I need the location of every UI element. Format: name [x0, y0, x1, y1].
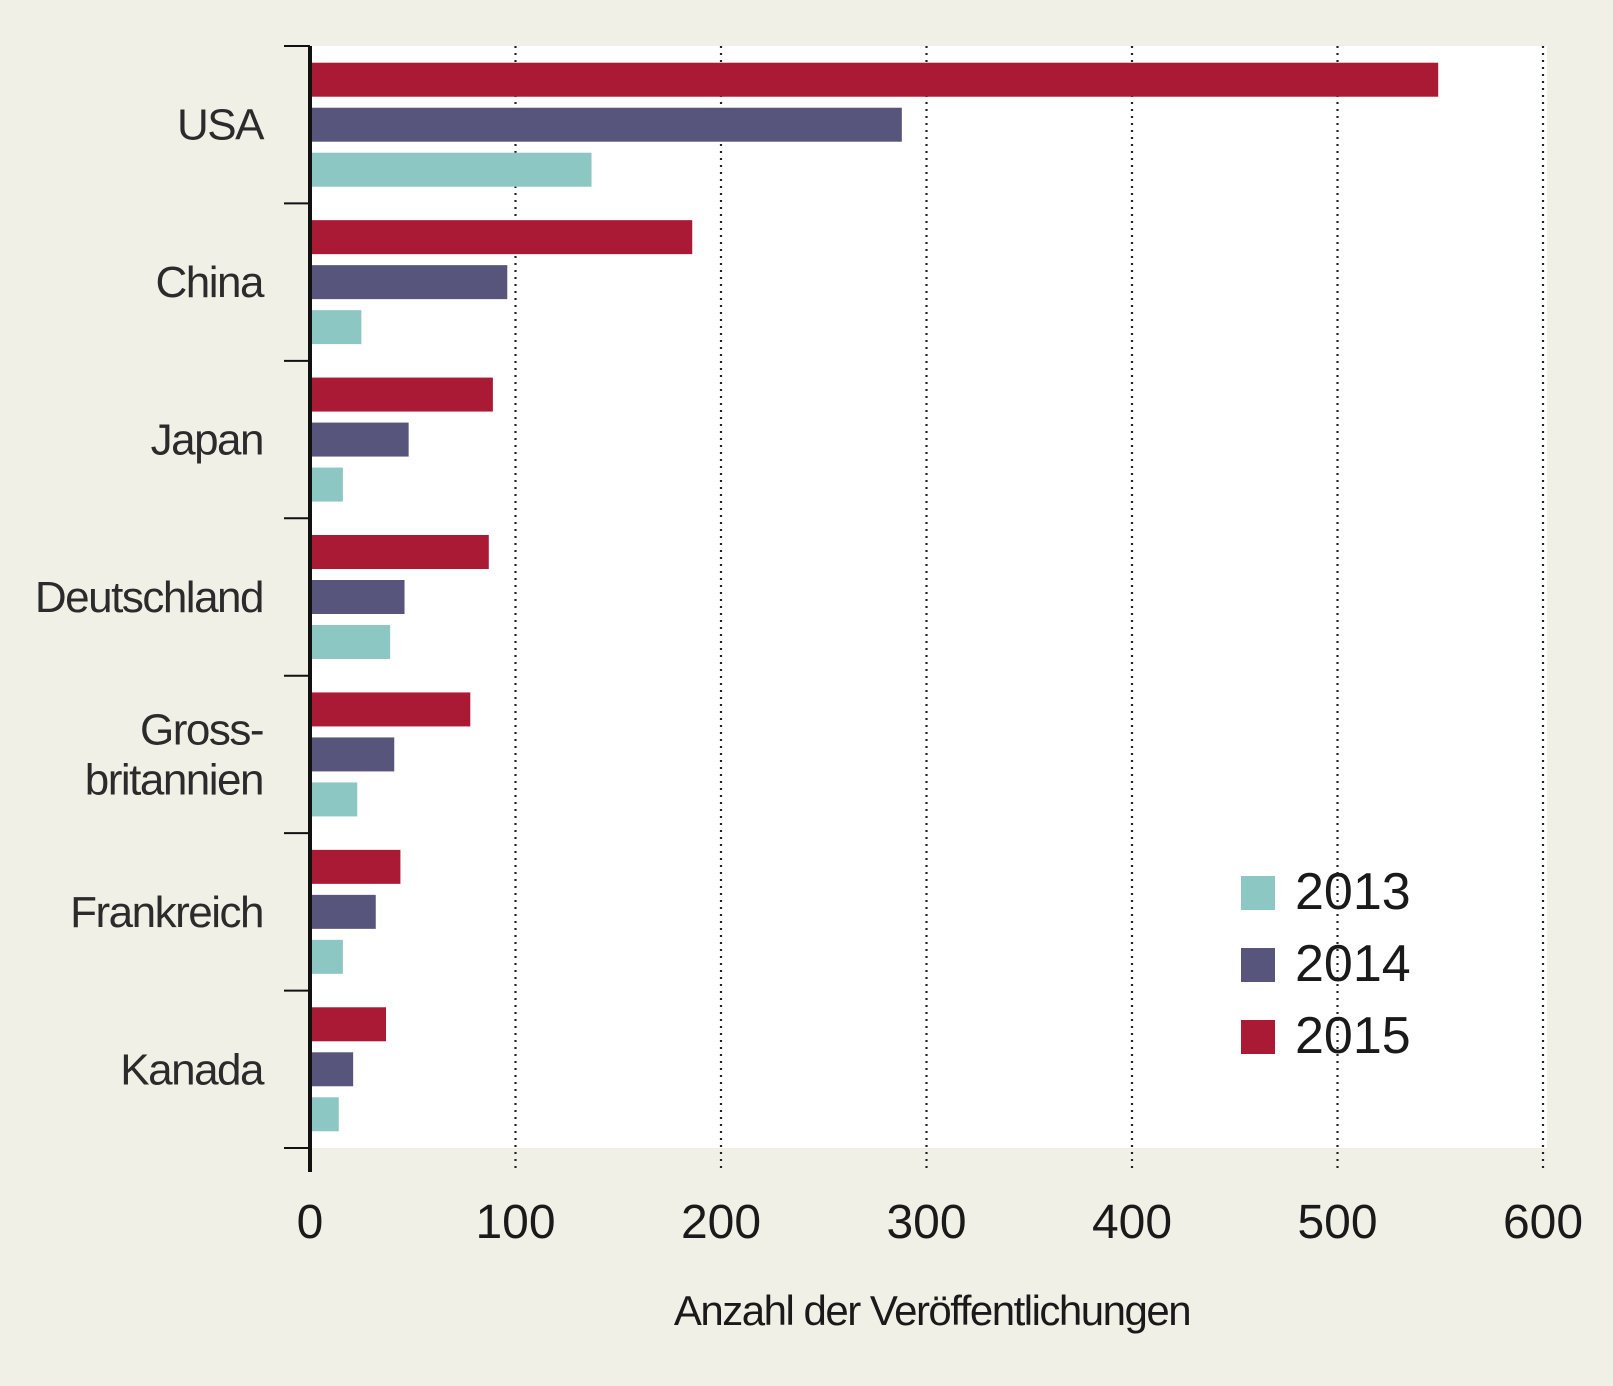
bar-deutschland-2015: [310, 535, 489, 569]
category-label: Gross-britannien: [85, 705, 263, 804]
bar-grossbritannien-2015: [310, 692, 471, 727]
bar-usa-2015: [310, 62, 1439, 97]
x-axis-title: Anzahl der Veröffentlichungen: [674, 1287, 1190, 1334]
legend-label-2015: 2015: [1295, 1007, 1411, 1065]
grid-lines: [514, 46, 1545, 1172]
bar-grossbritannien-2013: [310, 782, 358, 817]
bar-kanada-2014: [310, 1052, 354, 1087]
x-tick-label: 0: [297, 1196, 324, 1249]
x-tick-label: 400: [1092, 1196, 1172, 1249]
bar-deutschland-2014: [310, 580, 405, 614]
legend-label-2013: 2013: [1295, 863, 1411, 921]
bar-deutschland-2013: [310, 625, 391, 659]
category-label: Frankreich: [70, 888, 263, 937]
category-labels: USA China Japan Deutschland Gross-britannien…: [35, 101, 267, 1095]
bar-grossbritannien-2014: [310, 737, 395, 772]
bar-frankreich-2014: [310, 894, 376, 929]
bar-usa-2013: [310, 152, 592, 187]
bar-china-2013: [310, 310, 362, 345]
legend-swatch-2015: [1241, 1020, 1275, 1054]
x-tick-label: 100: [475, 1196, 555, 1249]
category-label: Japan: [151, 416, 263, 465]
bar-japan-2013: [310, 467, 343, 502]
category-label: Kanada: [120, 1045, 265, 1094]
bar-japan-2014: [310, 422, 409, 457]
bar-china-2015: [310, 220, 693, 255]
category-label: USA: [177, 101, 265, 150]
category-label: Deutschland: [35, 573, 263, 622]
bar-japan-2015: [310, 377, 493, 412]
bars: [310, 62, 1439, 1132]
bar-frankreich-2015: [310, 849, 401, 884]
legend: 2013 2014 2015: [1241, 863, 1411, 1065]
bar-frankreich-2013: [310, 939, 343, 974]
y-axis: [284, 45, 312, 1172]
legend-swatch-2014: [1241, 948, 1275, 982]
x-tick-label: 300: [886, 1196, 966, 1249]
bar-kanada-2013: [310, 1097, 339, 1132]
bar-usa-2014: [310, 107, 902, 142]
legend-label-2014: 2014: [1295, 935, 1411, 993]
x-tick-label: 600: [1503, 1196, 1583, 1249]
category-label: China: [156, 258, 265, 307]
x-tick-label: 200: [681, 1196, 761, 1249]
bar-china-2014: [310, 265, 508, 300]
x-tick-label: 500: [1297, 1196, 1377, 1249]
bar-kanada-2015: [310, 1007, 387, 1042]
x-tick-labels: 0 100 200 300 400 500 600: [297, 1196, 1583, 1249]
legend-swatch-2013: [1241, 876, 1275, 910]
